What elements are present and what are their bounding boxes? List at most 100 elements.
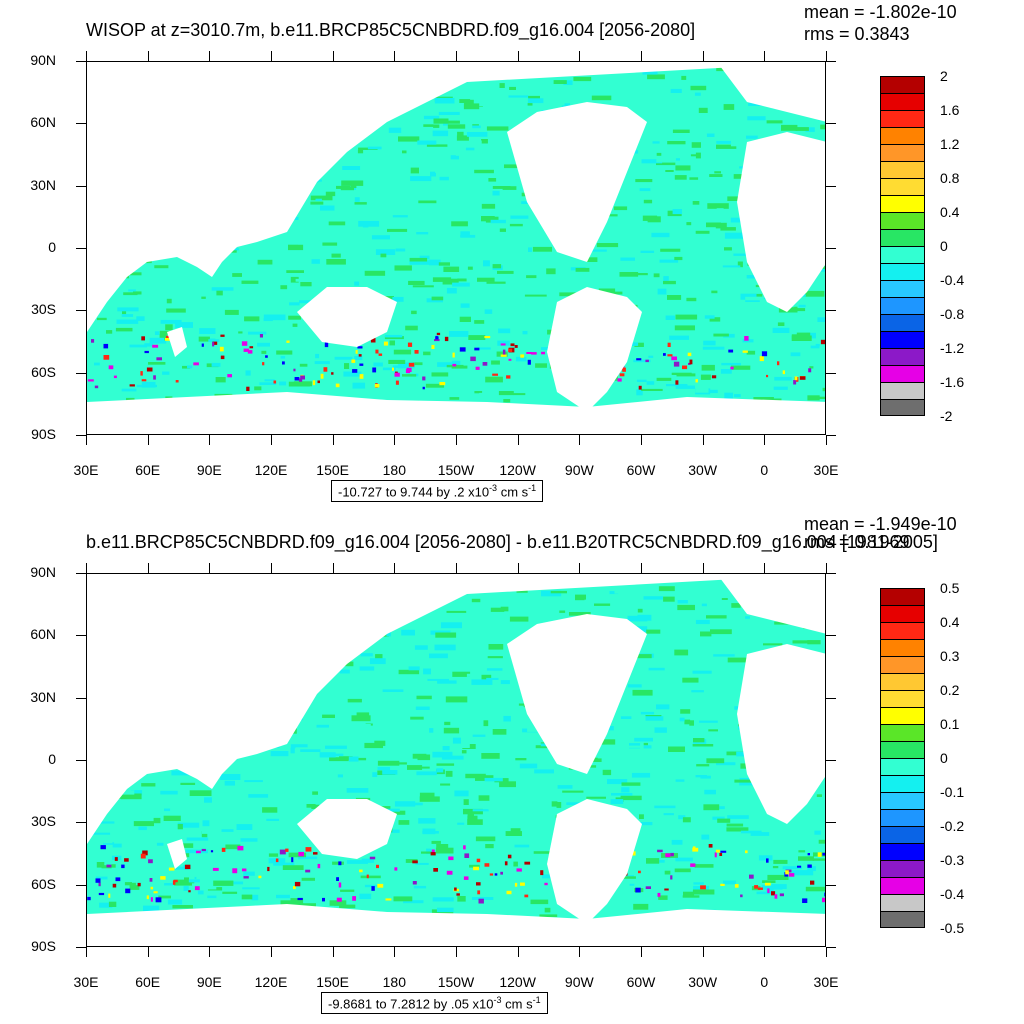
mean-stat: mean = -1.802e-10 [804, 2, 957, 22]
lat-tick-label: 60N [30, 626, 56, 643]
lon-tick [332, 435, 334, 445]
lon-tick-label: 90W [564, 462, 594, 478]
panel-title: b.e11.BRCP85C5CNBDRD.f09_g16.004 [2056-2… [86, 532, 938, 552]
lon-tick [579, 563, 581, 573]
lon-tick-label: 60W [626, 462, 656, 478]
lon-tick-label: 30W [688, 974, 718, 990]
colorbar-swatch [880, 877, 925, 894]
lon-tick [764, 947, 766, 957]
lat-tick-label: 60S [31, 875, 56, 892]
lat-tick [76, 123, 86, 125]
lon-tick [456, 947, 457, 957]
lon-tick [271, 435, 272, 445]
colorbar-label: 0.4 [940, 204, 960, 220]
colorbar-swatch [880, 229, 925, 246]
lat-tick-label: 30N [30, 176, 56, 193]
colorbar-label: -0.1 [940, 784, 965, 800]
lon-tick-label: 30E [813, 462, 839, 478]
lon-tick [332, 51, 334, 61]
range-units: cm s [497, 484, 529, 500]
colorbar-swatch [880, 195, 925, 212]
lon-tick-label: 60E [135, 974, 161, 990]
colorbar-swatch [880, 843, 925, 860]
lat-tick-label: 30S [31, 813, 56, 830]
colorbar-label: 0 [940, 750, 948, 766]
lon-tick [209, 435, 211, 445]
lat-tick-label: 90N [30, 564, 56, 580]
lat-tick [76, 573, 86, 574]
lon-tick-label: 60W [626, 974, 656, 990]
colorbar-swatch [880, 673, 925, 690]
lon-tick [702, 563, 704, 573]
lon-tick [209, 563, 211, 573]
colorbar-swatch [880, 263, 925, 280]
colorbar-swatch [880, 622, 925, 639]
lon-tick [209, 947, 211, 957]
lat-tick [826, 310, 836, 312]
colorbar-swatch [880, 894, 925, 911]
colorbar-label: -0.4 [940, 272, 965, 288]
lat-tick-label: 90S [31, 426, 56, 442]
lat-tick-label: 0 [48, 239, 56, 255]
colorbar-swatch [880, 297, 925, 314]
colorbar-swatch [880, 707, 925, 724]
lat-tick [826, 697, 836, 699]
lon-tick [826, 947, 827, 957]
lon-tick-label: 150E [316, 974, 349, 990]
colorbar-swatch [880, 792, 925, 809]
map-panel-top: WISOP at z=3010.7m, b.e11.BRCP85C5CNBDRD… [30, 2, 965, 503]
colorbar-swatch [880, 76, 925, 93]
colorbar-label: 0.2 [940, 682, 960, 698]
lat-tick [76, 185, 86, 187]
lon-tick [394, 563, 396, 573]
lon-tick [209, 51, 211, 61]
lon-tick [579, 947, 581, 957]
lon-tick [394, 51, 396, 61]
lon-tick [86, 435, 87, 445]
panel-title: WISOP at z=3010.7m, b.e11.BRCP85C5CNBDRD… [86, 20, 696, 40]
contour-range-label: -9.8681 to 7.2812 by .05 x10-3 cm s-1 [321, 992, 548, 1015]
lon-tick [394, 947, 396, 957]
lon-tick [147, 435, 149, 445]
lon-tick-label: 150W [437, 974, 475, 990]
colorbar-label: -0.3 [940, 852, 965, 868]
lat-tick-label: 60N [30, 114, 56, 131]
lon-tick [764, 563, 766, 573]
colorbar-swatch [880, 178, 925, 195]
map-plot-area [86, 573, 826, 947]
lon-tick-label: 0 [760, 462, 769, 478]
colorbar-swatch [880, 775, 925, 792]
mean-stat: mean = -1.949e-10 [804, 514, 957, 534]
lon-tick [332, 563, 334, 573]
colorbar [880, 76, 925, 416]
lon-tick-label: 120W [499, 974, 536, 990]
lon-tick-label: 180 [382, 974, 406, 990]
lon-tick [147, 947, 149, 957]
lon-tick-label: 150E [316, 462, 349, 478]
lat-tick [826, 822, 836, 824]
colorbar-swatch [880, 911, 925, 928]
colorbar-swatch [880, 741, 925, 758]
lon-tick [702, 435, 704, 445]
lon-tick [456, 563, 457, 573]
lon-tick-label: 90E [196, 462, 222, 478]
colorbar-label: 0 [940, 238, 948, 254]
lat-tick-label: 90S [31, 938, 56, 954]
colorbar-label: -0.8 [940, 306, 965, 322]
colorbar-label: -1.6 [940, 374, 965, 390]
lat-tick [826, 435, 836, 436]
lat-tick [826, 248, 836, 249]
lon-tick-label: 120E [254, 462, 288, 478]
colorbar-swatch [880, 382, 925, 399]
lat-tick [826, 947, 836, 948]
lon-tick [147, 51, 149, 61]
colorbar-swatch [880, 690, 925, 707]
lon-tick-label: 30E [73, 462, 99, 478]
lon-tick-label: 30E [813, 974, 839, 990]
rms-stat: rms = 0.3843 [804, 24, 910, 44]
lat-tick [826, 185, 836, 187]
lon-tick-label: 30W [688, 462, 718, 478]
colorbar-label: -0.5 [940, 920, 965, 936]
colorbar-swatch [880, 758, 925, 775]
lon-tick [271, 947, 272, 957]
